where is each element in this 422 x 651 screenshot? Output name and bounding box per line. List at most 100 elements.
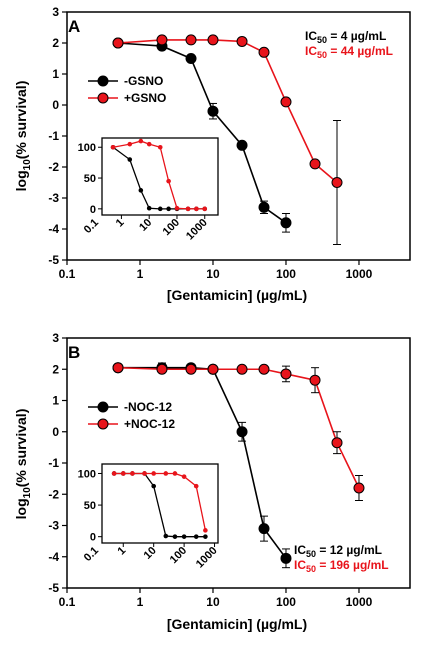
data-point [207,34,219,46]
ic50-annotation: IC50 = 196 µg/mL [294,558,389,574]
inset-x-tick-label: 100 [161,217,182,238]
data-point [112,362,124,374]
inset-y-tick-label: 0 [90,532,96,544]
legend-marker [97,401,109,413]
ic50-sub: 50 [306,549,316,559]
inset-data-point [130,471,135,476]
x-tick-label: 1 [137,595,144,609]
ic50-value: = 4 µg/mL [327,29,386,43]
ic50-annotation: IC50 = 44 µg/mL [305,44,393,60]
y-tick-label: -2 [48,487,59,501]
inset-data-point [127,141,133,147]
panel-A: 0.1 1 10 100 1000-5-4-3-2-10123[Gentamicin] … [13,5,411,303]
legend-label: +NOC-12 [124,417,175,431]
inset-x-tick-label: 0.1 [82,217,101,236]
inset-x-tick-label: 100 [168,545,189,566]
y-tick-label: -1 [48,129,59,143]
data-point [112,37,124,49]
ic50-sub: 50 [317,50,327,60]
legend-marker [97,418,109,430]
data-point [331,437,343,449]
y-axis-label-main: log [13,170,29,191]
inset-y-tick-label: 50 [84,500,96,512]
inset-data-point [146,141,152,147]
inset-data-point [181,534,187,539]
y-tick-label: 1 [52,394,59,408]
data-point [353,482,365,494]
inset-data-point [172,534,178,539]
inset-data-point [193,534,199,539]
inset-x-tick-label: 1000 [184,217,210,243]
x-tick-label: 10 [206,595,220,609]
y-tick-label: -1 [48,456,59,470]
y-tick-label: 1 [52,67,59,81]
data-point [207,363,219,375]
inset-data-point [151,483,156,489]
inset-data-point [193,483,199,489]
data-point [236,35,248,47]
inset-frame [101,463,219,544]
ic50-sub: 50 [306,564,316,574]
inset-data-point [194,206,199,212]
inset-x-tick-label: 1000 [194,545,220,571]
y-axis-label: log10(% survival) [13,409,33,520]
x-axis-label: [Gentamicin] (µg/mL) [167,287,307,303]
inset-data-point [111,471,117,476]
y-tick-label: -5 [48,253,59,267]
series-line [117,366,360,489]
inset-x-tick-label: 0.1 [82,545,101,564]
ic50-prefix: IC [294,543,306,557]
ic50-annotation: IC50 = 12 µg/mL [294,543,382,559]
panel-letter: A [68,17,80,36]
data-point [185,34,197,46]
inset-y-tick-label: 50 [84,173,96,185]
y-tick-label: -5 [48,581,59,595]
inset-data-point [157,206,163,212]
x-tick-label: 1 [137,267,144,281]
inset-data-point [185,206,191,212]
ic50-value: = 196 µg/mL [316,558,389,572]
inset-x-tick-label: 10 [142,545,159,562]
y-tick-label: -3 [48,519,59,533]
ic50-prefix: IC [305,29,317,43]
y-tick-label: 2 [52,36,59,50]
ic50-prefix: IC [305,44,317,58]
inset-x-tick-label: 1 [114,217,127,230]
inset-data-point [138,138,144,144]
x-tick-label: 1000 [346,595,373,609]
ic50-sub: 50 [317,35,327,45]
y-axis-label-sub: 10 [22,487,33,499]
data-point [156,34,168,46]
inset-frame [101,137,219,216]
x-tick-label: 1000 [346,267,373,281]
data-point [258,201,270,213]
x-tick-label: 0.1 [59,595,76,609]
data-point [185,53,197,64]
data-point [207,105,219,117]
y-tick-label: -3 [48,191,59,205]
y-axis-label: log10(% survival) [13,81,33,192]
data-point [309,158,321,170]
data-point [280,368,292,380]
legend-label: -GSNO [124,74,163,88]
legend-label: +GSNO [124,91,166,105]
ic50-value: = 12 µg/mL [316,543,382,557]
data-point [258,363,270,375]
y-tick-label: 3 [52,5,59,19]
inset-data-point [202,206,208,212]
inset-x-tick-label: 1 [116,545,129,558]
inset-data-point [172,471,178,476]
inset-data-point [203,528,208,533]
inset-data-point [181,474,187,479]
data-point [236,426,248,438]
x-tick-label: 10 [206,267,220,281]
inset-data-point [174,205,180,211]
legend-label: -NOC-12 [124,400,172,414]
inset-data-point [142,471,147,476]
inset-data-point [138,188,144,193]
y-axis-label-rest: (% survival) [13,81,29,160]
data-point [280,217,292,229]
